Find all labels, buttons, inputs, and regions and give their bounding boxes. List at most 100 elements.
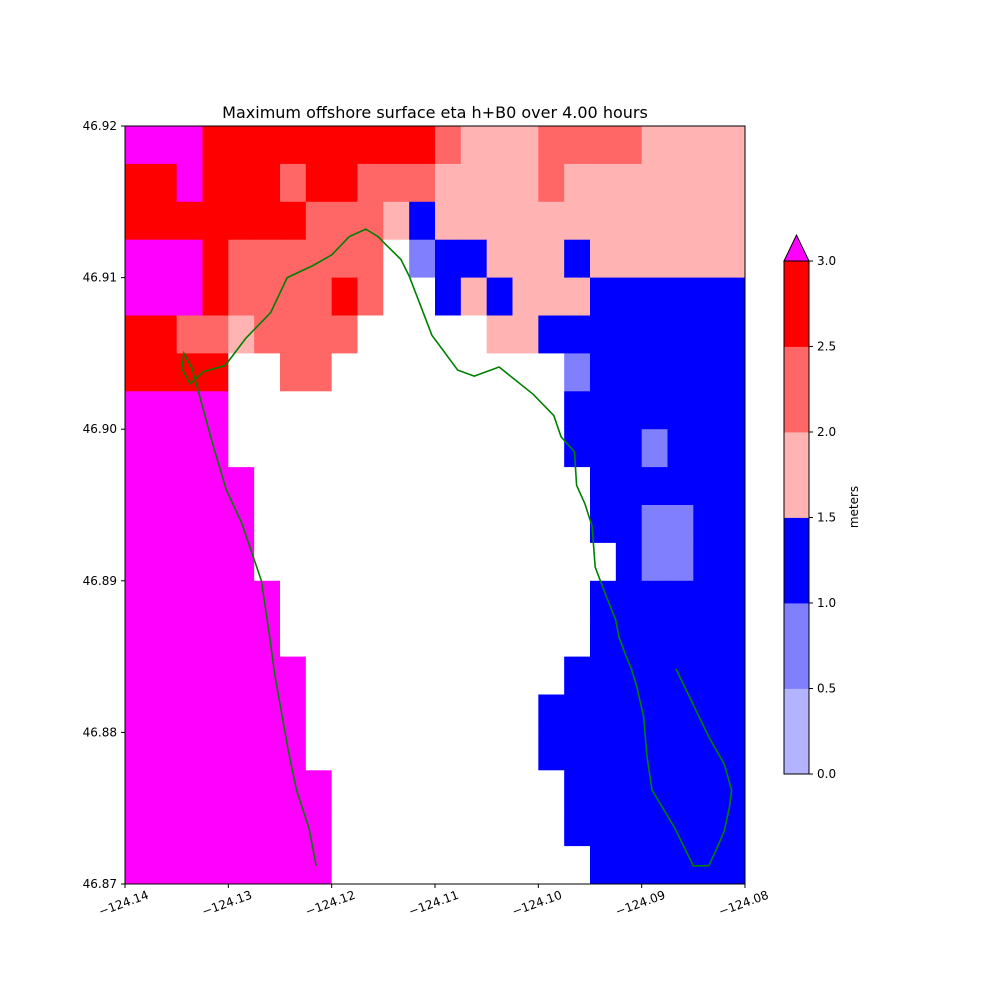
heatmap-cell xyxy=(305,808,333,847)
heatmap-cell xyxy=(305,315,333,354)
heatmap-cell xyxy=(538,126,565,165)
heatmap-cell xyxy=(331,163,358,203)
heatmap-cell xyxy=(512,580,539,620)
heatmap-cell xyxy=(202,239,229,278)
heatmap-cell xyxy=(693,163,746,203)
heatmap-cell xyxy=(486,277,513,316)
heatmap-cell xyxy=(590,618,617,657)
heatmap-cell xyxy=(667,580,694,620)
heatmap-cell xyxy=(667,542,694,582)
heatmap-cell xyxy=(435,694,462,733)
heatmap-cell xyxy=(641,580,668,620)
heatmap-cell xyxy=(486,656,513,695)
heatmap-cell xyxy=(176,770,203,809)
heatmap-cell xyxy=(280,353,307,392)
heatmap-cell xyxy=(383,126,410,165)
heatmap-cell xyxy=(641,391,668,430)
heatmap-cell xyxy=(176,542,203,582)
heatmap-cell xyxy=(693,618,746,657)
heatmap-cell xyxy=(280,429,307,468)
heatmap-cell xyxy=(435,770,462,809)
heatmap-cell xyxy=(125,277,178,316)
heatmap-cell xyxy=(176,277,203,316)
heatmap-cell xyxy=(512,201,539,241)
heatmap-cell xyxy=(280,808,307,847)
heatmap-cell xyxy=(176,846,203,885)
heatmap-cell xyxy=(305,467,333,506)
heatmap-cell xyxy=(305,542,333,582)
heatmap-cell xyxy=(615,353,643,392)
heatmap-cell xyxy=(667,467,694,506)
heatmap-cell xyxy=(538,542,565,582)
heatmap-cell xyxy=(254,846,281,885)
heatmap-cell xyxy=(254,126,281,165)
heatmap-cell xyxy=(409,126,436,165)
heatmap-cell xyxy=(486,846,513,885)
heatmap-cell xyxy=(409,391,436,430)
heatmap-cell xyxy=(667,163,694,203)
heatmap-cell xyxy=(564,429,591,468)
heatmap-cell xyxy=(538,846,565,885)
heatmap-cell xyxy=(538,239,565,278)
heatmap-cell xyxy=(331,277,358,316)
heatmap-cell xyxy=(280,732,307,771)
heatmap-cell xyxy=(331,126,358,165)
heatmap-cell xyxy=(202,808,229,847)
heatmap-cell xyxy=(486,618,513,657)
heatmap-cell xyxy=(254,505,281,544)
heatmap-cell xyxy=(254,315,281,354)
heatmap-cell xyxy=(615,618,643,657)
heatmap-cell xyxy=(693,808,746,847)
heatmap-cell xyxy=(512,353,539,392)
heatmap-cell xyxy=(409,580,436,620)
heatmap-cell xyxy=(409,467,436,506)
heatmap-cell xyxy=(512,505,539,544)
heatmap-cell xyxy=(693,201,746,241)
heatmap-cell xyxy=(305,163,333,203)
heatmap-cell xyxy=(409,542,436,582)
heatmap-cell xyxy=(305,201,333,241)
heatmap-cell xyxy=(176,429,203,468)
heatmap-cell xyxy=(667,694,694,733)
heatmap-cell xyxy=(641,163,668,203)
heatmap-cell xyxy=(383,467,410,506)
heatmap-cell xyxy=(176,201,203,241)
heatmap-cell xyxy=(667,239,694,278)
heatmap-cell xyxy=(357,505,384,544)
heatmap-cell xyxy=(305,580,333,620)
heatmap-cell xyxy=(564,846,591,885)
heatmap-cell xyxy=(538,808,565,847)
heatmap-cell xyxy=(383,542,410,582)
heatmap-cell xyxy=(305,277,333,316)
y-tick-label: 46.88 xyxy=(83,725,117,739)
heatmap-cell xyxy=(435,126,462,165)
heatmap-cell xyxy=(254,391,281,430)
colorbar-extend-arrow xyxy=(783,233,810,262)
x-tick-label: −124.12 xyxy=(303,888,357,919)
heatmap-cell xyxy=(512,391,539,430)
heatmap-cell xyxy=(331,239,358,278)
heatmap-cell xyxy=(460,467,488,506)
heatmap-cell xyxy=(460,505,488,544)
heatmap-cell xyxy=(254,580,281,620)
heatmap-cell xyxy=(615,542,643,582)
heatmap-cell xyxy=(460,580,488,620)
heatmap-cell xyxy=(564,505,591,544)
heatmap-cell xyxy=(460,770,488,809)
heatmap-cell xyxy=(538,580,565,620)
heatmap-cell xyxy=(667,277,694,316)
heatmap-cell xyxy=(486,580,513,620)
colorbar-bin xyxy=(784,261,809,347)
colorbar-bin xyxy=(784,517,809,604)
heatmap-cell xyxy=(486,505,513,544)
heatmap-cell xyxy=(228,846,255,885)
heatmap-cell xyxy=(460,315,488,354)
heatmap-cell xyxy=(383,846,410,885)
heatmap-cell xyxy=(667,391,694,430)
heatmap-cell xyxy=(228,770,255,809)
heatmap-cell xyxy=(409,618,436,657)
heatmap-cell xyxy=(176,618,203,657)
heatmap-cell xyxy=(228,126,255,165)
heatmap-cell xyxy=(435,391,462,430)
heatmap-cell xyxy=(512,618,539,657)
